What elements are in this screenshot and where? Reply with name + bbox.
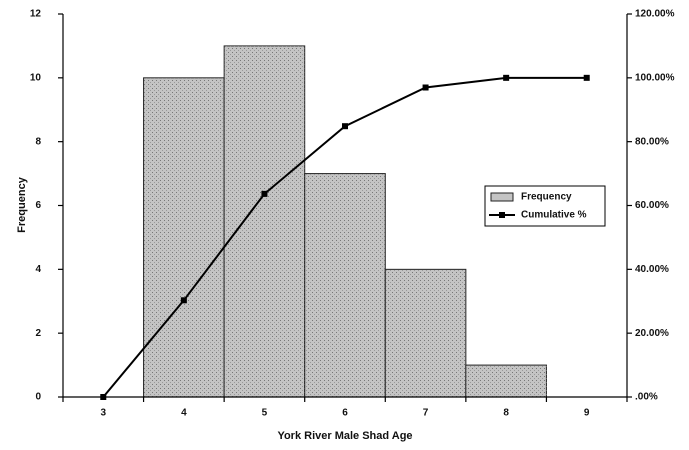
y2-tick-label: 120.00% xyxy=(635,9,675,20)
legend-swatch xyxy=(490,192,514,202)
y-tick-label: 12 xyxy=(30,9,42,20)
bar xyxy=(304,173,386,398)
line-marker xyxy=(180,297,187,304)
line-marker xyxy=(583,74,590,81)
y2-tick-label: 40.00% xyxy=(635,264,669,275)
y2-tick-label: 60.00% xyxy=(635,200,669,211)
bar xyxy=(223,45,306,398)
y2-tick-label: 100.00% xyxy=(635,72,675,83)
y2-tick-label: .00% xyxy=(635,392,658,403)
x-tick-label: 6 xyxy=(342,408,348,419)
x-axis-label: York River Male Shad Age xyxy=(277,430,412,442)
bar-texture xyxy=(304,173,386,397)
legend-marker xyxy=(499,212,505,218)
y-tick-label: 6 xyxy=(35,200,41,211)
legend-label: Frequency xyxy=(521,192,572,203)
bar xyxy=(384,268,467,398)
line-marker xyxy=(261,190,268,197)
y-tick-label: 8 xyxy=(35,136,41,147)
x-tick-label: 4 xyxy=(181,408,187,419)
legend-label: Cumulative % xyxy=(521,210,587,221)
y2-tick-label: 20.00% xyxy=(635,328,669,339)
x-tick-label: 8 xyxy=(503,408,509,419)
x-tick-label: 5 xyxy=(262,408,268,419)
bar xyxy=(143,77,225,398)
bar-texture xyxy=(224,45,305,398)
y-tick-label: 0 xyxy=(35,392,41,403)
bar-texture xyxy=(465,365,547,397)
x-tick-label: 7 xyxy=(423,408,429,419)
line-marker xyxy=(342,123,348,130)
y2-tick-label: 80.00% xyxy=(635,136,669,147)
y-tick-label: 2 xyxy=(35,328,41,339)
bar-texture xyxy=(385,269,466,397)
x-tick-label: 3 xyxy=(101,408,107,419)
y-tick-label: 4 xyxy=(35,264,41,275)
line-marker xyxy=(503,74,510,81)
y-axis-label: Frequency xyxy=(16,176,28,233)
y-tick-label: 10 xyxy=(30,72,42,83)
bar-texture xyxy=(143,77,225,397)
bar xyxy=(465,364,547,398)
x-tick-label: 9 xyxy=(584,408,590,419)
line-marker xyxy=(422,84,429,91)
